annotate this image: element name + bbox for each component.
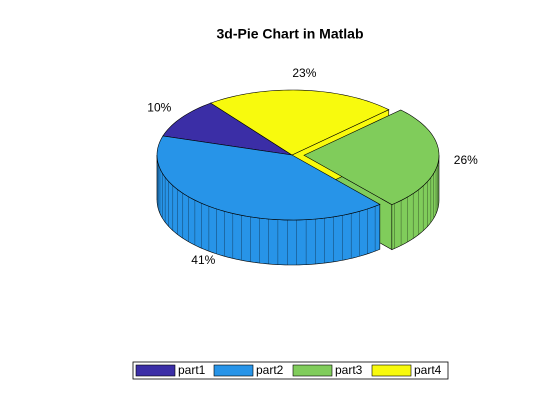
legend-box — [132, 361, 449, 380]
pie-tops — [156, 89, 440, 221]
legend-label: part4 — [414, 363, 442, 377]
wall-facets — [156, 155, 376, 265]
wall-facets — [394, 159, 439, 249]
chart-title: 3d-Pie Chart in Matlab — [216, 26, 363, 42]
value-label: 26% — [454, 153, 478, 167]
legend-label: part2 — [256, 363, 284, 377]
legend-label: part1 — [178, 363, 206, 377]
slice — [162, 102, 293, 156]
value-label: 23% — [292, 66, 316, 80]
legend: part1 part2 part3 part4 — [132, 361, 449, 380]
legend-label: part3 — [335, 363, 363, 377]
slice — [303, 109, 440, 205]
value-label: 41% — [191, 253, 215, 267]
slice — [210, 89, 390, 156]
legend-swatch — [371, 364, 412, 377]
slice — [156, 135, 381, 221]
value-label: 10% — [147, 101, 171, 115]
value-labels: 10% 41% 26% 23% — [147, 66, 478, 267]
legend-swatch — [135, 364, 176, 377]
legend-swatch — [292, 364, 333, 377]
legend-swatch — [213, 364, 254, 377]
